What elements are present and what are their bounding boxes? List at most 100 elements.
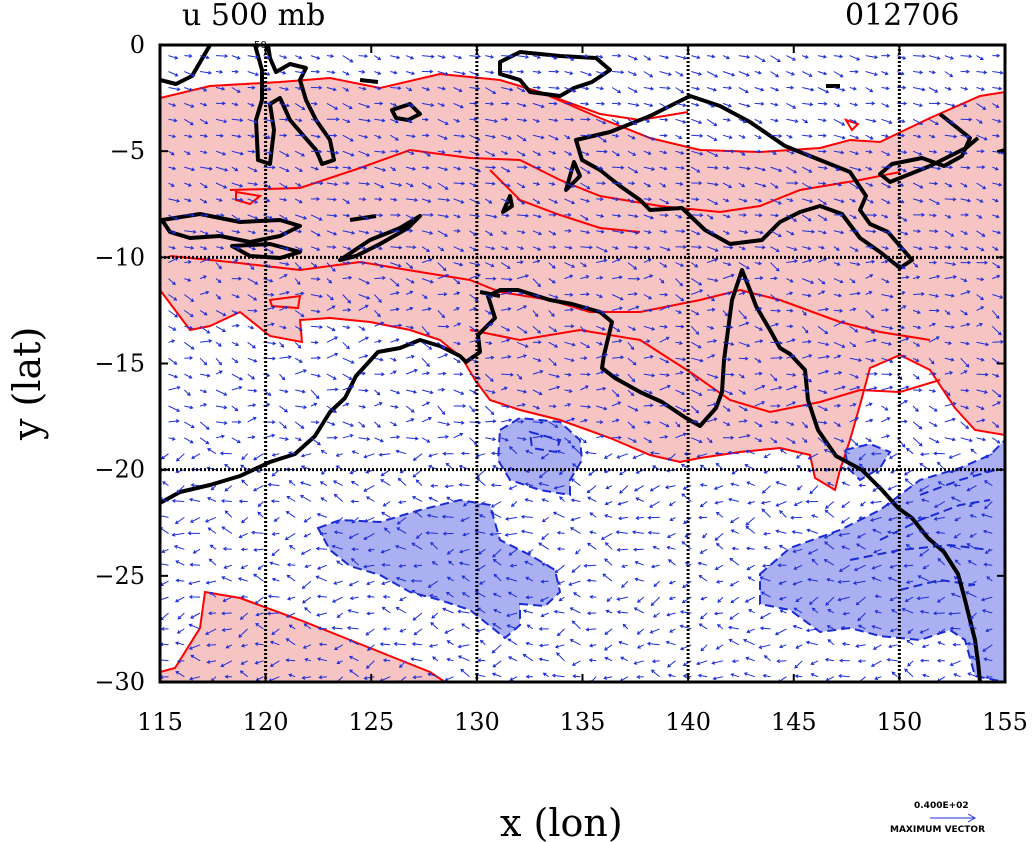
wind-vector	[271, 452, 280, 457]
wind-vector	[532, 325, 542, 334]
wind-vector	[833, 118, 846, 126]
wind-vector	[437, 421, 451, 427]
wind-vector	[421, 117, 429, 122]
wind-vector	[326, 405, 337, 413]
wind-vector	[887, 516, 898, 522]
wind-vector	[697, 561, 708, 566]
wind-vector	[949, 469, 961, 474]
wind-vector	[310, 340, 319, 345]
wind-vector	[548, 245, 557, 250]
wind-vector	[754, 325, 763, 331]
wind-vector	[469, 389, 478, 394]
wind-vector	[679, 609, 692, 614]
wind-vector	[516, 373, 523, 380]
wind-vector	[437, 387, 446, 392]
wind-vector	[928, 181, 939, 186]
wind-vector	[944, 71, 954, 78]
y-tick-label: −25	[94, 562, 145, 590]
wind-vector	[215, 118, 228, 124]
wind-vector	[912, 246, 923, 251]
wind-vector	[928, 166, 942, 171]
wind-vector	[881, 198, 891, 204]
wind-vector	[944, 437, 956, 442]
wind-vector	[564, 198, 576, 205]
wind-vector	[793, 607, 803, 614]
coast-small-island-2	[501, 194, 514, 214]
wind-vector	[728, 497, 739, 502]
wind-vector	[421, 357, 430, 368]
wind-vector	[342, 275, 353, 280]
wind-vector	[506, 624, 518, 630]
wind-vector	[336, 660, 343, 665]
wind-vector	[469, 54, 482, 59]
wind-vector	[174, 641, 185, 646]
wind-vector	[374, 71, 382, 75]
coast-maluku-1	[390, 102, 422, 122]
wind-vector	[786, 291, 794, 296]
wind-vector	[350, 481, 359, 487]
wind-vector	[294, 325, 303, 331]
wind-vector	[342, 230, 356, 235]
wind-vector	[596, 275, 604, 280]
wind-vector	[611, 401, 622, 407]
wind-vector	[199, 55, 210, 60]
wind-vector	[421, 307, 432, 311]
wind-vector	[304, 607, 312, 614]
wind-vector	[548, 134, 559, 141]
wind-vector	[525, 449, 534, 455]
wind-vector	[738, 71, 750, 77]
wind-vector	[802, 246, 812, 251]
wind-vector	[247, 166, 258, 173]
wind-vector	[649, 628, 660, 634]
wind-vector	[219, 451, 232, 456]
wind-vector	[841, 642, 850, 646]
wind-vector	[458, 561, 470, 566]
wind-vector	[948, 611, 961, 616]
wind-vector	[184, 373, 193, 379]
wind-vector	[754, 118, 763, 124]
wind-vector	[833, 293, 843, 298]
wind-vector	[871, 576, 882, 582]
wind-vector	[469, 405, 476, 413]
wind-vector	[453, 262, 464, 267]
wind-vector	[390, 357, 397, 362]
wind-vector	[527, 548, 534, 555]
wind-vector	[918, 485, 930, 492]
wind-vector	[722, 273, 735, 280]
wind-vector	[754, 213, 763, 218]
wind-vector	[944, 417, 956, 423]
wind-vector	[691, 278, 703, 286]
wind-vector	[596, 325, 606, 331]
wind-vector	[453, 307, 460, 311]
wind-vector	[853, 564, 866, 572]
wind-vector	[786, 166, 798, 174]
wind-vector	[856, 676, 866, 682]
wind-vector	[928, 246, 939, 250]
wind-vector	[907, 628, 914, 634]
wind-vector	[430, 541, 439, 550]
wind-vector	[770, 55, 781, 62]
wind-vector	[342, 118, 351, 124]
wind-vector	[457, 655, 470, 662]
wind-vector	[453, 87, 463, 93]
wind-vector	[659, 384, 671, 391]
wind-vector	[805, 628, 819, 633]
wind-vector	[411, 542, 423, 550]
wind-vector	[675, 278, 684, 287]
wind-vector	[564, 274, 574, 280]
wind-vector	[541, 562, 549, 567]
wind-vector	[833, 278, 844, 284]
wind-vector	[865, 198, 874, 204]
y-tick-label: −30	[94, 668, 145, 696]
wind-vector	[982, 529, 993, 534]
wind-vector	[539, 596, 549, 602]
wind-vector	[786, 421, 795, 426]
wind-vector	[446, 657, 454, 662]
wind-vector	[525, 595, 533, 600]
wind-vector	[183, 389, 191, 396]
wind-vector	[469, 307, 478, 311]
wind-vector	[263, 262, 271, 268]
wind-vector	[300, 548, 312, 555]
wind-vector	[659, 262, 668, 268]
wind-vector	[976, 246, 985, 252]
